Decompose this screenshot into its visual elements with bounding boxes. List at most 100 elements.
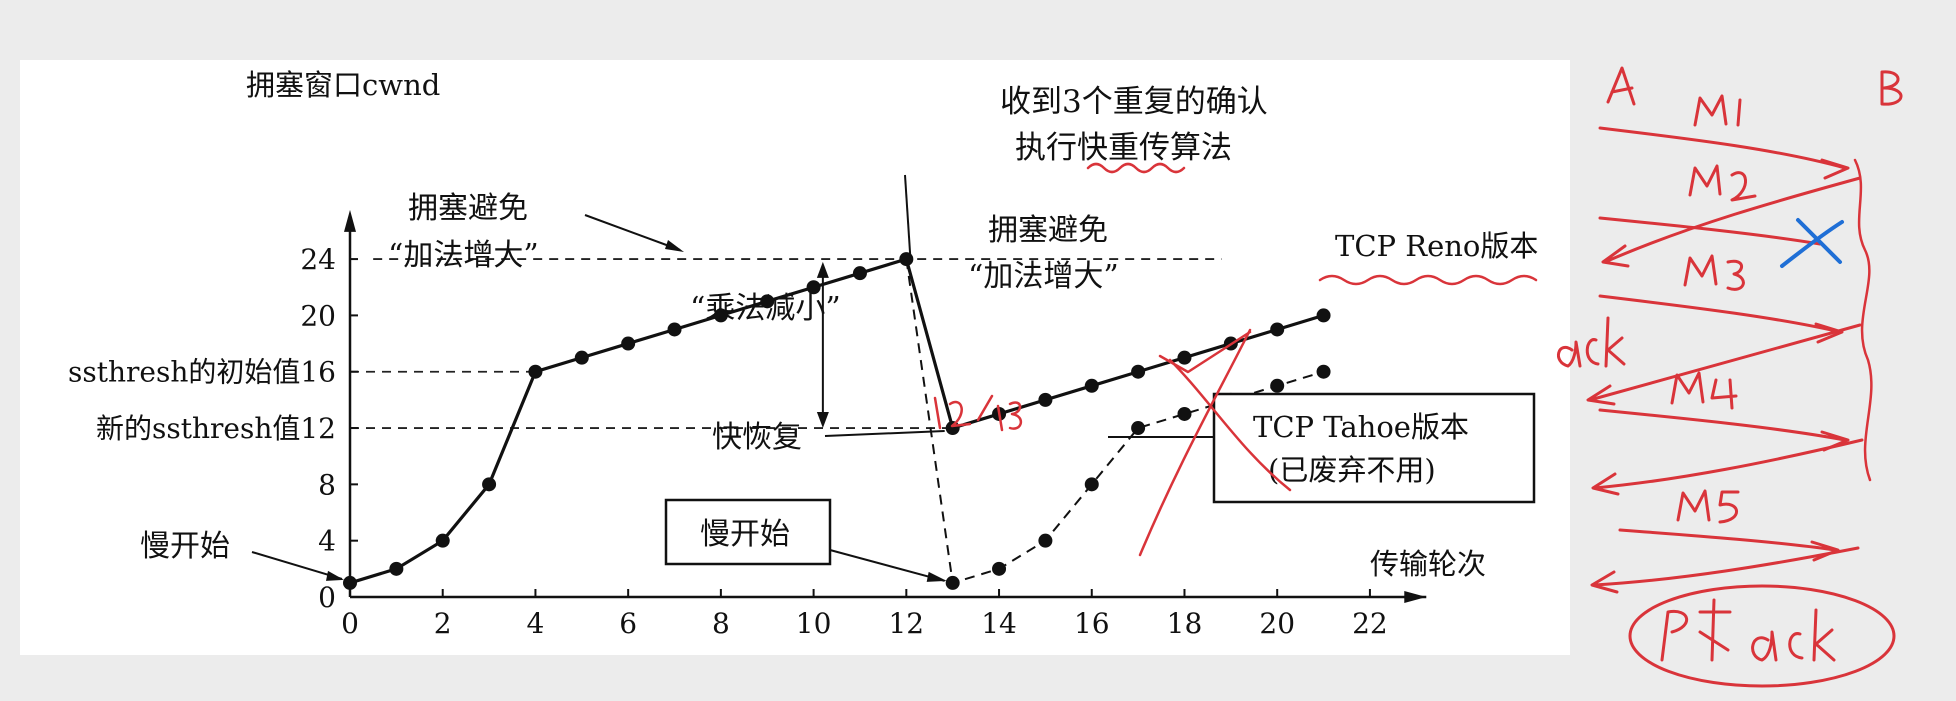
three-dup-ack-label-2: 执行快重传算法 [1015, 130, 1232, 166]
leader-ca-left [584, 214, 681, 251]
x-tick-label: 4 [527, 607, 545, 640]
x-axis-arrow [1404, 591, 1427, 603]
wavy-underline-reno [1318, 274, 1538, 286]
reno-label: TCP Reno版本 [1335, 229, 1538, 263]
point-tahoe [1177, 406, 1192, 421]
point-tahoe [992, 561, 1007, 576]
x-tick-label: 20 [1259, 607, 1295, 640]
ca-left-label-2: “加法增大” [388, 238, 539, 273]
ca-right-label-1: 拥塞避免 [988, 213, 1108, 248]
point-reno [343, 575, 357, 590]
handwritten-scribble [1853, 158, 1873, 482]
annotations: 拥塞窗口cwnd 传输轮次 收到3个重复的确认 执行快重传算法 拥塞避免 “加法… [140, 68, 1538, 581]
point-reno [1131, 364, 1146, 379]
tcp-congestion-chart: 0 2 4 6 8 10 12 14 16 18 20 22048新的ssthresh值12ssthr… [68, 68, 1538, 640]
handwritten-redundant-ack [1660, 598, 1836, 662]
handwritten-A [1606, 66, 1636, 106]
point-reno [1316, 308, 1331, 323]
point-tahoe [945, 575, 960, 590]
point-reno [389, 561, 404, 576]
tick-labels: 0 2 4 6 8 10 12 14 16 18 20 22048新的ssthresh值12ssthr… [68, 243, 1388, 640]
point-reno [1270, 322, 1285, 337]
ca-left-label-1: 拥塞避免 [408, 191, 528, 226]
y-tick-label: 0 [318, 581, 336, 614]
axes [344, 209, 1427, 603]
point-reno [806, 280, 821, 295]
point-reno [852, 266, 867, 281]
y-tick-label: 8 [318, 468, 336, 501]
point-reno [667, 322, 682, 337]
point-reno [1177, 350, 1192, 365]
point-reno [713, 308, 728, 323]
fast-recovery-label: 快恢复 [712, 420, 802, 455]
handwritten-12-13 [933, 394, 1022, 432]
wavy-underline-fast-retx [1086, 162, 1186, 174]
message-arrow-m2 [1598, 216, 1822, 246]
handwritten-B [1880, 70, 1903, 106]
x-tick-label: 14 [981, 607, 1017, 640]
mult-decrease-arrow-up [816, 261, 829, 278]
strike-through-tahoe [1138, 328, 1292, 557]
x-tick-label: 18 [1167, 607, 1203, 640]
lost-segment-x-icon [1780, 218, 1844, 268]
x-axis-label: 传输轮次 [1370, 547, 1486, 581]
reference-lines [350, 258, 1222, 429]
ack-arrow-3 [1591, 438, 1864, 496]
x-tick-label: 22 [1352, 607, 1388, 640]
x-tick-label: 0 [341, 607, 359, 640]
leader-three-dup-ack [904, 174, 912, 258]
point-tahoe [1084, 477, 1099, 492]
point-reno [528, 364, 543, 379]
ack-arrow-2 [1586, 323, 1862, 406]
tahoe-box-label-2: (已废弃不用) [1268, 453, 1436, 487]
leader-slow-start-left [251, 551, 343, 580]
handwritten-M3 [1683, 254, 1745, 291]
point-reno [1084, 378, 1099, 393]
x-tick-label: 6 [619, 607, 637, 640]
message-arrow-m4 [1598, 408, 1850, 452]
point-tahoe [1270, 378, 1285, 393]
handwritten-M5 [1676, 489, 1740, 524]
leader-fast-recovery [824, 430, 945, 437]
handwritten-M2 [1688, 164, 1757, 202]
slow-start-box-label: 慢开始 [700, 517, 790, 552]
message-arrow-m5 [1618, 528, 1840, 562]
slow-start-left-label: 慢开始 [140, 529, 230, 564]
series-line-reno [349, 257, 1325, 585]
leader-slow-start-left-arrow [326, 570, 344, 581]
y-tick-label: 4 [318, 525, 336, 558]
tahoe-box [1212, 392, 1536, 504]
handwritten-notes [933, 66, 1903, 688]
point-tahoe [1316, 364, 1331, 379]
point-reno [760, 294, 775, 309]
y-tick-label: 新的ssthresh值12 [96, 412, 336, 445]
message-arrow-m3 [1598, 294, 1844, 344]
tahoe-box-label-1: TCP Tahoe版本 [1253, 410, 1469, 444]
point-reno [1038, 392, 1053, 407]
y-tick-label: 20 [300, 299, 336, 332]
point-reno [482, 477, 497, 492]
handwritten-check [1158, 330, 1252, 374]
three-dup-ack-label-1: 收到3个重复的确认 [1000, 84, 1268, 120]
y-tick-label: 24 [300, 243, 336, 276]
message-arrow-m1 [1598, 126, 1850, 180]
leader-slow-start-box [829, 549, 945, 582]
leader-ca-left-arrow [665, 240, 684, 252]
point-tahoe [1038, 533, 1053, 548]
ack-arrow-1 [1601, 176, 1862, 268]
series [343, 252, 1331, 590]
point-reno [899, 252, 914, 267]
y-axis-arrow [344, 209, 356, 232]
y-axis-label: 拥塞窗口cwnd [246, 68, 440, 102]
point-reno [574, 350, 589, 365]
ack-arrow-4 [1590, 546, 1860, 594]
x-tick-label: 12 [888, 607, 924, 640]
x-tick-label: 8 [712, 607, 730, 640]
leader-slow-start-box-arrow [926, 571, 947, 582]
slow-start-box [664, 498, 832, 566]
annotation-leaders [251, 174, 1214, 582]
mult-decrease-label: “乘法减小” [690, 291, 841, 326]
point-reno [435, 533, 450, 548]
point-tahoe [1131, 421, 1146, 436]
